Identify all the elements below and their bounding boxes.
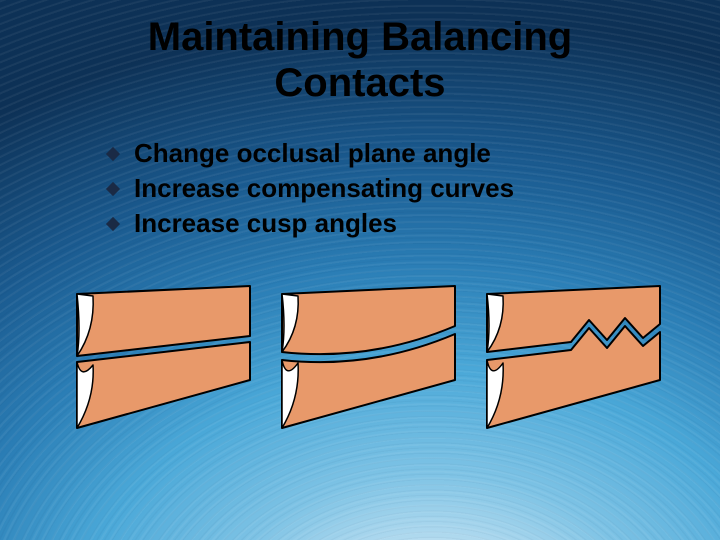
bullet-text: Change occlusal plane angle — [134, 138, 491, 169]
bullet-diamond-icon — [106, 181, 120, 195]
diagram-compensating_curve — [270, 280, 465, 435]
slide: Maintaining Balancing Contacts Change oc… — [0, 0, 720, 540]
bullet-item: Change occlusal plane angle — [108, 138, 514, 169]
diagram-occlusal_plane_angle — [65, 280, 260, 435]
bullet-item: Increase compensating curves — [108, 173, 514, 204]
title-line-2: Contacts — [274, 61, 445, 105]
diagram-area — [0, 280, 720, 480]
bullet-text: Increase compensating curves — [134, 173, 514, 204]
title-line-1: Maintaining Balancing — [148, 15, 572, 59]
bullet-diamond-icon — [106, 216, 120, 230]
slide-title: Maintaining Balancing Contacts — [0, 14, 720, 106]
bullet-diamond-icon — [106, 146, 120, 160]
bullet-text: Increase cusp angles — [134, 208, 397, 239]
diagram-cusp_angles — [475, 280, 670, 435]
bullet-item: Increase cusp angles — [108, 208, 514, 239]
bullet-list: Change occlusal plane angle Increase com… — [108, 138, 514, 243]
